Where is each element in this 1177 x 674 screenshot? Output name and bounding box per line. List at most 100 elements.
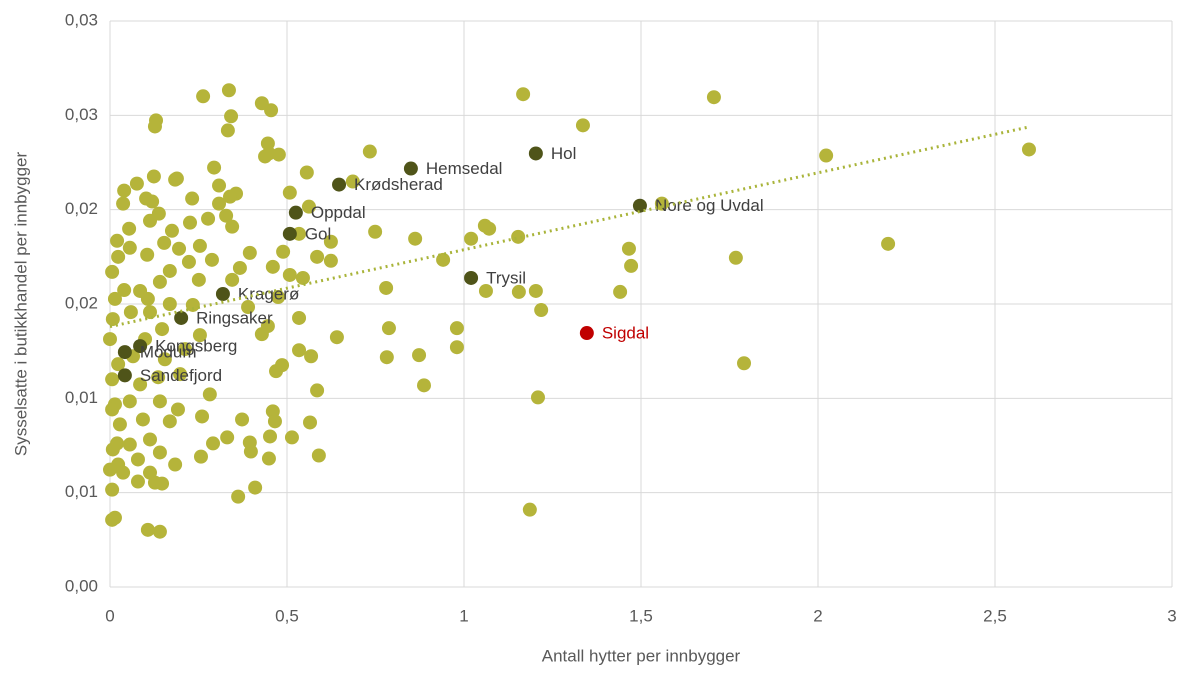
point	[202, 387, 217, 402]
point	[162, 414, 177, 429]
y-axis-title: Sysselsatte i butikkhandel per innbygger	[11, 152, 30, 457]
point-label: Trysil	[486, 268, 526, 287]
point	[105, 372, 120, 387]
point	[224, 109, 239, 124]
point-label: Krødsherad	[354, 175, 443, 194]
point	[416, 378, 431, 393]
point	[225, 219, 240, 234]
point	[123, 305, 138, 320]
point	[140, 522, 155, 537]
point	[613, 284, 628, 299]
point	[292, 343, 307, 358]
point	[323, 253, 338, 268]
point	[207, 160, 222, 175]
point	[267, 414, 282, 429]
point	[117, 183, 132, 198]
point	[117, 345, 132, 360]
point	[157, 235, 172, 250]
point	[219, 208, 234, 223]
point	[310, 249, 325, 264]
point	[282, 267, 297, 282]
point	[243, 444, 258, 459]
point	[464, 270, 479, 285]
point	[737, 356, 752, 371]
point	[654, 196, 669, 211]
point	[241, 300, 256, 315]
point	[185, 191, 200, 206]
point	[195, 409, 210, 424]
point	[122, 221, 137, 236]
point	[193, 449, 208, 464]
point	[122, 240, 137, 255]
point	[152, 524, 167, 539]
point-label: Modum	[140, 343, 197, 362]
point	[225, 272, 240, 287]
point	[263, 429, 278, 444]
point	[103, 332, 117, 347]
point	[174, 310, 189, 325]
point	[534, 303, 549, 318]
point	[332, 177, 347, 192]
point	[881, 236, 896, 251]
point-label: Sigdal	[602, 324, 649, 343]
point	[223, 189, 238, 204]
point	[157, 352, 172, 367]
point	[464, 231, 479, 246]
point	[381, 321, 396, 336]
point	[221, 83, 236, 98]
point	[111, 357, 126, 372]
point	[819, 148, 834, 163]
point	[304, 349, 319, 364]
point-label: Oppdal	[311, 203, 366, 222]
point	[482, 221, 497, 236]
point	[192, 238, 207, 253]
point	[403, 161, 418, 176]
point	[105, 512, 120, 527]
point	[103, 462, 117, 477]
point	[143, 305, 158, 320]
point-label: Kongsberg	[155, 337, 237, 356]
point	[172, 241, 187, 256]
x-tick-label: 0	[105, 606, 114, 625]
point	[181, 254, 196, 269]
point	[323, 234, 338, 249]
point	[192, 328, 207, 343]
point	[449, 321, 464, 336]
point	[117, 283, 132, 298]
point	[133, 339, 148, 354]
point	[122, 437, 137, 452]
point	[1021, 142, 1036, 157]
point	[105, 264, 120, 279]
point-label: Hol	[551, 144, 577, 163]
point	[368, 224, 383, 239]
x-tick-label: 1,5	[629, 606, 653, 625]
point	[511, 284, 526, 299]
point	[261, 451, 276, 466]
point	[116, 196, 131, 211]
point	[295, 270, 310, 285]
point	[130, 474, 145, 489]
point	[220, 123, 235, 138]
point	[191, 272, 206, 287]
point	[408, 231, 423, 246]
point	[379, 350, 394, 365]
point	[155, 322, 170, 337]
point	[133, 377, 148, 392]
point	[231, 489, 246, 504]
y-tick-label: 0,03	[65, 10, 98, 29]
point	[311, 448, 326, 463]
x-tick-label: 3	[1167, 606, 1176, 625]
point	[183, 215, 198, 230]
point	[143, 213, 158, 228]
point	[164, 223, 179, 238]
point	[178, 342, 193, 357]
point	[146, 169, 161, 184]
point	[201, 211, 216, 226]
point	[282, 226, 297, 241]
point	[169, 171, 184, 186]
point	[143, 432, 158, 447]
point	[204, 252, 219, 267]
point	[147, 119, 162, 134]
point	[130, 452, 145, 467]
